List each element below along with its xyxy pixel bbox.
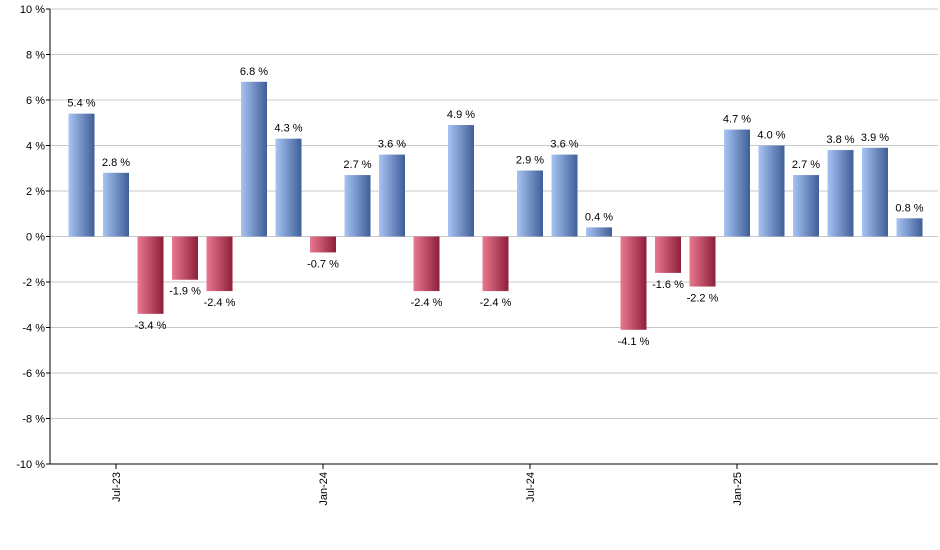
bar xyxy=(586,227,612,237)
data-label: -4.1 % xyxy=(618,336,650,348)
x-tick-label: Jul-24 xyxy=(525,472,537,502)
bar xyxy=(137,236,164,314)
bar xyxy=(379,154,405,237)
y-tick-label: 2 % xyxy=(26,186,45,198)
x-axis: Jul-23 Jan-24 Jul-24 Jan-25 xyxy=(50,463,938,506)
data-label: 3.8 % xyxy=(826,134,854,146)
data-label: 5.4 % xyxy=(67,98,95,110)
data-label: -1.9 % xyxy=(169,286,201,298)
bar xyxy=(793,175,819,237)
y-tick-label: 4 % xyxy=(26,141,45,153)
bar xyxy=(241,81,267,237)
bar xyxy=(896,218,923,237)
bar xyxy=(689,236,716,287)
bar xyxy=(310,236,336,253)
y-tick-label: 8 % xyxy=(26,50,45,62)
bar xyxy=(206,236,233,292)
data-label: 0.4 % xyxy=(585,211,613,223)
bar xyxy=(482,236,509,292)
x-tick-label: Jul-23 xyxy=(111,472,123,502)
y-tick-label: 0 % xyxy=(26,232,45,244)
data-label: 3.6 % xyxy=(378,139,406,151)
bar xyxy=(724,129,750,237)
data-label: 2.7 % xyxy=(343,159,371,171)
x-tick-label: Jan-24 xyxy=(318,472,330,506)
y-tick-label: -4 % xyxy=(22,323,45,335)
data-label: -2.2 % xyxy=(687,293,719,305)
data-label: 6.8 % xyxy=(240,66,268,78)
bars xyxy=(68,81,923,330)
bar xyxy=(655,236,681,273)
data-label: 3.6 % xyxy=(550,139,578,151)
data-labels: 5.4 %2.8 %-3.4 %-1.9 %-2.4 %6.8 %4.3 %-0… xyxy=(67,66,923,348)
bar xyxy=(620,236,647,330)
data-label: 4.0 % xyxy=(757,130,785,142)
data-label: -2.4 % xyxy=(204,297,236,309)
data-label: 4.3 % xyxy=(274,123,302,135)
data-label: 2.7 % xyxy=(792,159,820,171)
bar xyxy=(551,154,578,237)
data-label: -3.4 % xyxy=(135,320,167,332)
bar xyxy=(413,236,440,292)
y-tick-label: -8 % xyxy=(22,414,45,426)
data-label: -1.6 % xyxy=(652,279,684,291)
bar xyxy=(758,145,785,237)
data-label: 4.7 % xyxy=(723,114,751,126)
y-tick-label: -2 % xyxy=(22,277,45,289)
y-tick-label: 10 % xyxy=(20,4,45,16)
y-tick-label: 6 % xyxy=(26,95,45,107)
y-axis: 10 % 8 % 6 % 4 % 2 % 0 % -2 % -4 % -6 % -8 % -10 % xyxy=(16,4,51,471)
y-tick-label: -6 % xyxy=(22,368,45,380)
bar xyxy=(275,138,302,237)
data-label: -0.7 % xyxy=(307,258,339,270)
data-label: 3.9 % xyxy=(861,132,889,144)
data-label: 2.8 % xyxy=(102,157,130,169)
bar xyxy=(344,175,371,237)
bar xyxy=(862,147,888,237)
bar xyxy=(172,236,198,280)
bar xyxy=(68,113,95,237)
bar xyxy=(827,150,854,237)
data-label: 2.9 % xyxy=(516,155,544,167)
bar xyxy=(103,172,129,237)
data-label: 4.9 % xyxy=(447,109,475,121)
bar xyxy=(517,170,543,237)
data-label: 0.8 % xyxy=(895,202,923,214)
y-tick-label: -10 % xyxy=(16,459,45,471)
bar xyxy=(448,125,474,237)
data-label: -2.4 % xyxy=(480,297,512,309)
x-tick-label: Jan-25 xyxy=(732,472,744,506)
data-label: -2.4 % xyxy=(411,297,443,309)
